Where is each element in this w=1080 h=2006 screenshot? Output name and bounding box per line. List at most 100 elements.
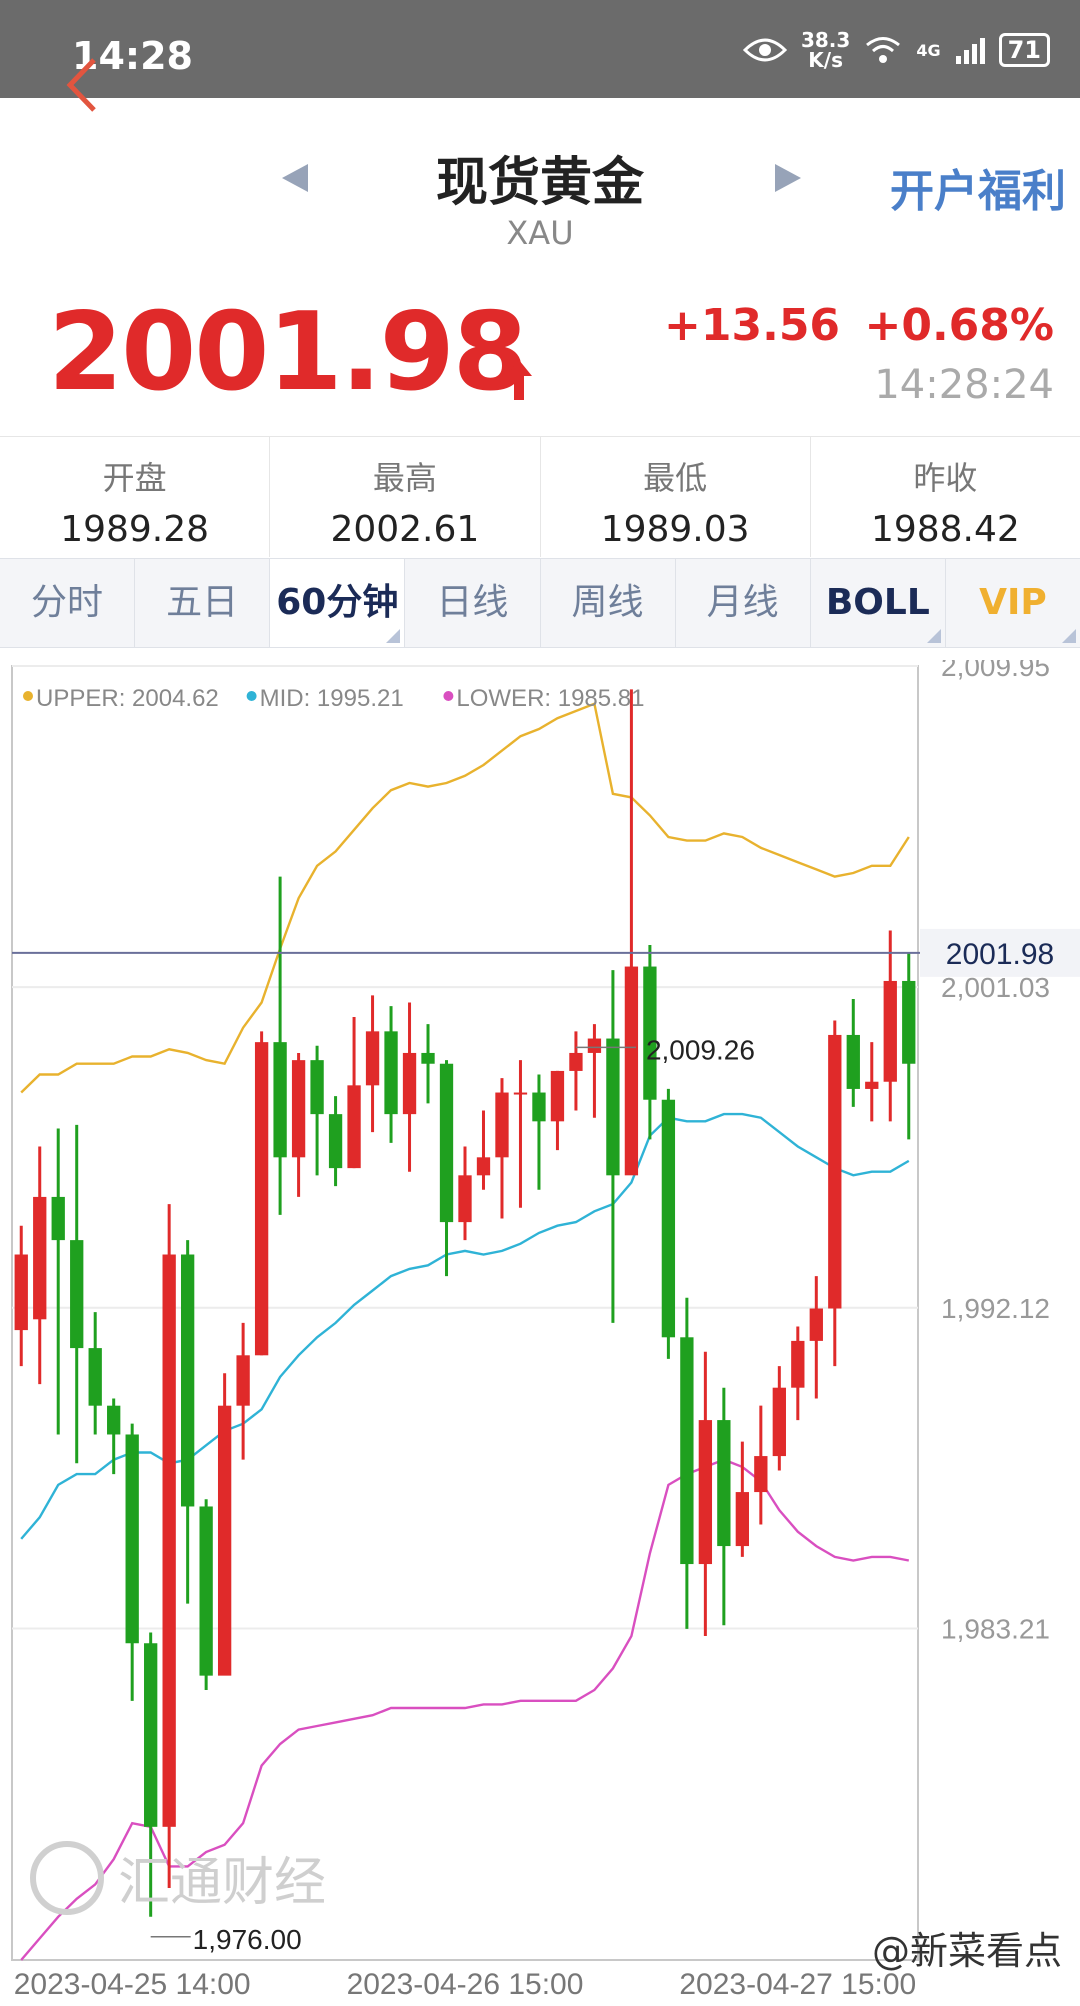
candle-body xyxy=(125,1434,139,1644)
stat-value: 1989.28 xyxy=(60,509,210,550)
tab-daily[interactable]: 日线 xyxy=(405,559,541,647)
candle-body xyxy=(476,1157,491,1176)
candle-body xyxy=(809,1308,823,1341)
candle-body xyxy=(14,1254,28,1331)
tab-five-day[interactable]: 五日 xyxy=(135,559,271,647)
tab-label: 60分钟 xyxy=(276,582,399,623)
battery-icon: 71 xyxy=(998,33,1050,67)
candle-body xyxy=(439,1063,454,1223)
up-arrow-icon xyxy=(506,360,532,400)
page-title: 现货黄金 xyxy=(435,153,644,213)
candle-body xyxy=(310,1060,324,1115)
candle-body xyxy=(236,1355,250,1406)
candle-body xyxy=(88,1348,102,1406)
candle-body xyxy=(846,1034,860,1089)
candle-body xyxy=(698,1420,713,1565)
status-time: 14:28 xyxy=(72,34,193,78)
stat-value: 1989.03 xyxy=(600,509,750,550)
candle-body xyxy=(661,1099,676,1338)
page-header xyxy=(0,98,1080,269)
stat-value: 1988.42 xyxy=(870,509,1020,550)
credit-text: @新菜看点 xyxy=(871,1929,1062,1973)
candle-body xyxy=(680,1337,694,1565)
current-price: 2001.98 xyxy=(48,290,528,415)
candle-body xyxy=(107,1405,121,1435)
legend-label: MID: 1995.21 xyxy=(260,685,404,712)
candle-body xyxy=(624,966,639,1176)
candle-body xyxy=(51,1196,65,1241)
signal-icon xyxy=(955,38,985,64)
candle-body xyxy=(365,1031,380,1086)
legend-label: LOWER: 1985.81 xyxy=(456,685,644,712)
tab-label: BOLL xyxy=(825,582,930,623)
candle-body xyxy=(828,1034,842,1309)
candlestick-chart[interactable]: 2,009.95 2,001.03 1,992.12 1,983.21 2001.98 U… xyxy=(0,660,1080,2006)
high-label: 2,009.26 xyxy=(646,1034,755,1065)
legend-dot xyxy=(443,691,454,701)
current-price-tag xyxy=(920,928,1080,977)
stat-label: 最低 xyxy=(643,459,708,497)
stat-label: 开盘 xyxy=(102,459,167,497)
x-tick-label: 2023-04-25 14:00 xyxy=(14,1968,251,2001)
low-label: 1,976.00 xyxy=(193,1924,302,1955)
back-icon[interactable] xyxy=(52,50,122,120)
candle-body xyxy=(717,1420,731,1547)
candle-body xyxy=(384,1031,398,1115)
candle-body xyxy=(865,1081,879,1089)
period-tabs: 分时 五日 60分钟 日线 周线 月线 BOLL VIP xyxy=(0,558,1080,648)
candle-body xyxy=(791,1340,805,1388)
prev-instrument-icon[interactable] xyxy=(282,164,308,192)
candle-body xyxy=(643,966,657,1100)
candle-body xyxy=(902,980,916,1064)
net-speed: 38.3 K/s xyxy=(800,28,851,72)
tab-dropdown-icon xyxy=(1062,629,1076,643)
price-change: +13.56 xyxy=(664,300,841,351)
legend-dot xyxy=(246,691,257,701)
candle-body xyxy=(772,1387,786,1457)
candle-body xyxy=(291,1060,306,1158)
next-instrument-icon[interactable] xyxy=(775,164,801,192)
candle-body xyxy=(33,1196,47,1320)
candle-body xyxy=(883,980,897,1082)
candle-body xyxy=(550,1070,565,1122)
x-tick-label: 2023-04-26 15:00 xyxy=(347,1968,584,2001)
candle-body xyxy=(347,1085,361,1169)
tab-60min[interactable]: 60分钟 xyxy=(270,559,406,647)
y-tick-label: 1,983.21 xyxy=(941,1613,1050,1644)
candle-body xyxy=(495,1092,509,1158)
stat-low: 最低 1989.03 xyxy=(541,437,811,557)
quote-time: 14:28:24 xyxy=(874,362,1054,408)
candle-body xyxy=(217,1405,232,1676)
stat-label: 昨收 xyxy=(913,459,978,497)
candle-body xyxy=(402,1052,417,1115)
y-tick-label: 2,001.03 xyxy=(941,972,1050,1003)
current-price-label: 2001.98 xyxy=(946,938,1054,971)
wifi-icon xyxy=(866,37,901,63)
candle-body xyxy=(513,1092,528,1095)
page-subtitle: XAU xyxy=(506,214,574,252)
status-bar: 14:28 38.3 K/s 4G 71 xyxy=(0,0,1080,98)
tab-dropdown-icon xyxy=(926,629,941,643)
stats-row: 开盘 1989.28 最高 2002.61 最低 1989.03 昨收 1988… xyxy=(0,436,1080,557)
boll-upper-line xyxy=(20,702,910,1094)
promo-link[interactable]: 开户福利 xyxy=(890,166,1066,217)
x-tick-label: 2023-04-27 15:00 xyxy=(679,1968,916,2001)
y-tick-label: 1,992.12 xyxy=(941,1293,1050,1324)
tab-vip[interactable]: VIP xyxy=(946,559,1080,647)
tab-intraday[interactable]: 分时 xyxy=(0,559,136,647)
candle-body xyxy=(421,1052,435,1064)
candle-body xyxy=(328,1114,343,1169)
tab-weekly[interactable]: 周线 xyxy=(541,559,676,647)
candle-body xyxy=(569,1052,583,1071)
tab-label: VIP xyxy=(979,582,1047,623)
stat-prev-close: 昨收 1988.42 xyxy=(811,437,1080,557)
stat-high: 最高 2002.61 xyxy=(270,437,541,557)
candle-body xyxy=(162,1254,176,1827)
candle-body xyxy=(458,1175,472,1223)
candle-body xyxy=(144,1643,158,1827)
tab-boll[interactable]: BOLL xyxy=(811,559,946,647)
candle-body xyxy=(199,1506,213,1676)
tab-monthly[interactable]: 月线 xyxy=(676,559,811,647)
signal-type: 4G xyxy=(916,40,941,60)
candle-body xyxy=(587,1038,602,1053)
